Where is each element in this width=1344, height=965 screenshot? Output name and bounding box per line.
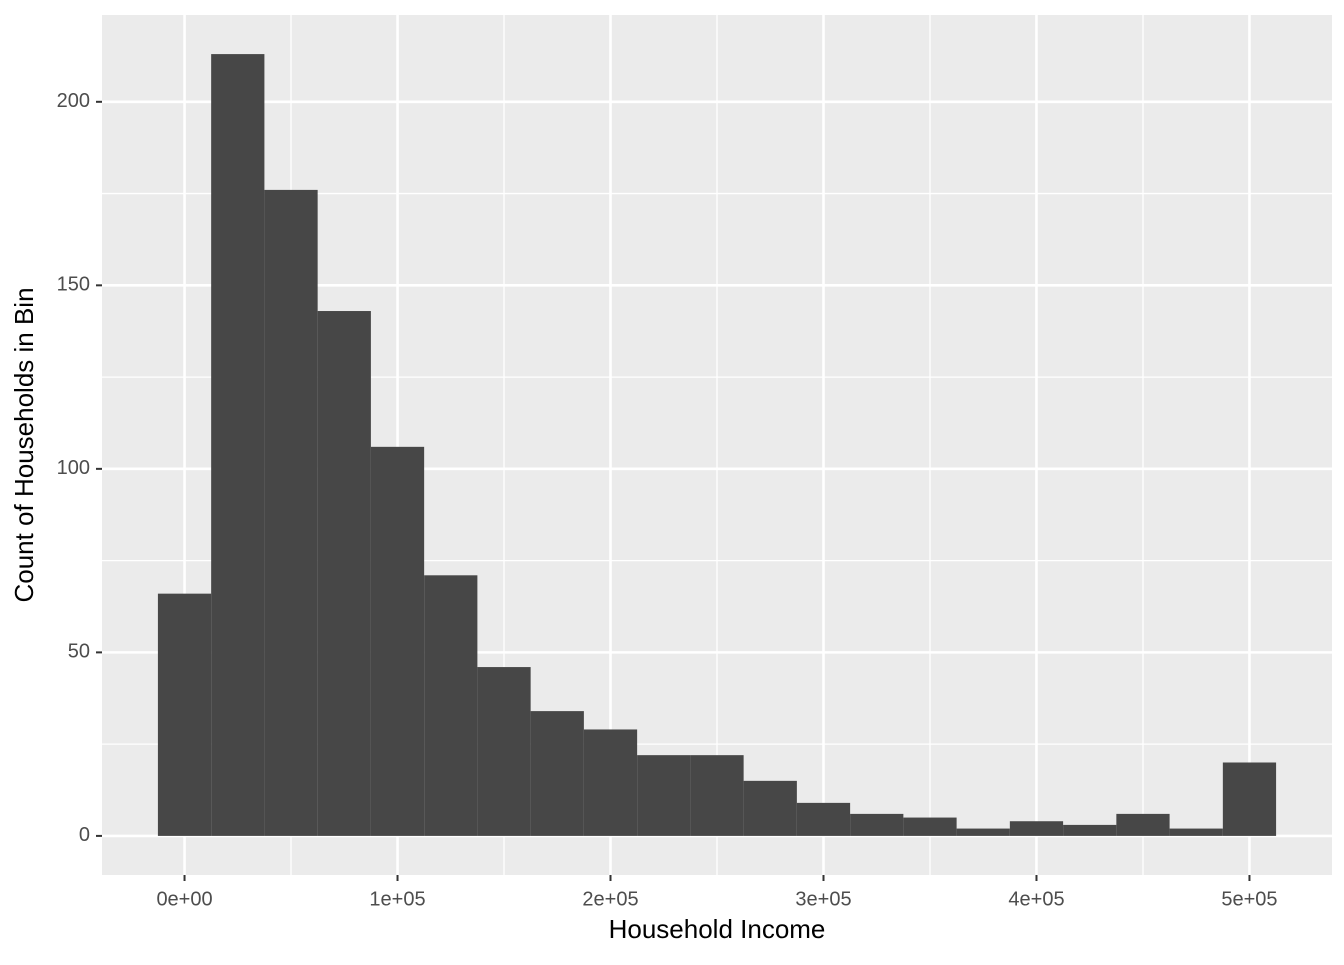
x-tick-label: 4e+05 [1008,888,1064,910]
bar [1116,813,1170,836]
bar [796,802,851,836]
bar [637,755,691,836]
bar [157,593,212,836]
y-tick-label: 200 [57,90,90,112]
y-tick-label: 50 [68,641,90,663]
x-tick-label: 3e+05 [795,888,851,910]
bar [1063,824,1117,836]
bar [211,54,265,836]
bar [850,813,904,836]
y-tick-label: 100 [57,457,90,479]
bar [370,446,425,836]
x-tick-label: 5e+05 [1221,888,1277,910]
y-tick-label: 150 [57,274,90,296]
bar [1169,828,1223,836]
bar [690,755,744,836]
bar [1222,762,1277,836]
y-axis-title: Count of Households in Bin [9,287,39,602]
bar [903,817,957,836]
bar [743,780,797,836]
bar [317,311,371,836]
bar [956,828,1010,836]
bar [583,729,638,836]
x-tick-label: 0e+00 [156,888,212,910]
y-tick-label: 0 [79,824,90,846]
bar [264,189,318,836]
bar [424,575,478,836]
bar [477,667,531,836]
x-tick-label: 2e+05 [582,888,638,910]
bar [530,711,584,836]
x-axis-title: Household Income [609,914,826,944]
x-tick-label: 1e+05 [369,888,425,910]
bar [1009,821,1064,836]
